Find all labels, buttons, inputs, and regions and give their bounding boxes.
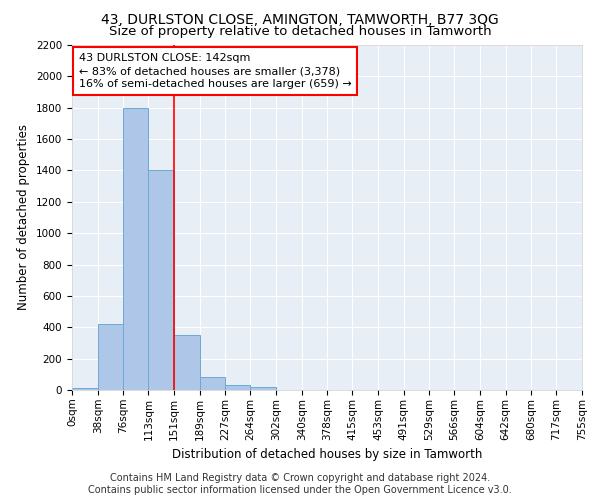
Text: 43, DURLSTON CLOSE, AMINGTON, TAMWORTH, B77 3QG: 43, DURLSTON CLOSE, AMINGTON, TAMWORTH, … — [101, 12, 499, 26]
Bar — [174, 335, 200, 390]
Y-axis label: Number of detached properties: Number of detached properties — [17, 124, 31, 310]
Bar — [148, 170, 174, 390]
Bar — [72, 388, 98, 390]
Bar — [124, 108, 148, 390]
Bar — [250, 387, 276, 390]
Text: 43 DURLSTON CLOSE: 142sqm
← 83% of detached houses are smaller (3,378)
16% of se: 43 DURLSTON CLOSE: 142sqm ← 83% of detac… — [79, 53, 352, 89]
Bar — [200, 378, 226, 390]
X-axis label: Distribution of detached houses by size in Tamworth: Distribution of detached houses by size … — [172, 448, 482, 461]
Bar — [226, 386, 250, 390]
Text: Size of property relative to detached houses in Tamworth: Size of property relative to detached ho… — [109, 25, 491, 38]
Text: Contains HM Land Registry data © Crown copyright and database right 2024.
Contai: Contains HM Land Registry data © Crown c… — [88, 474, 512, 495]
Bar — [98, 324, 124, 390]
